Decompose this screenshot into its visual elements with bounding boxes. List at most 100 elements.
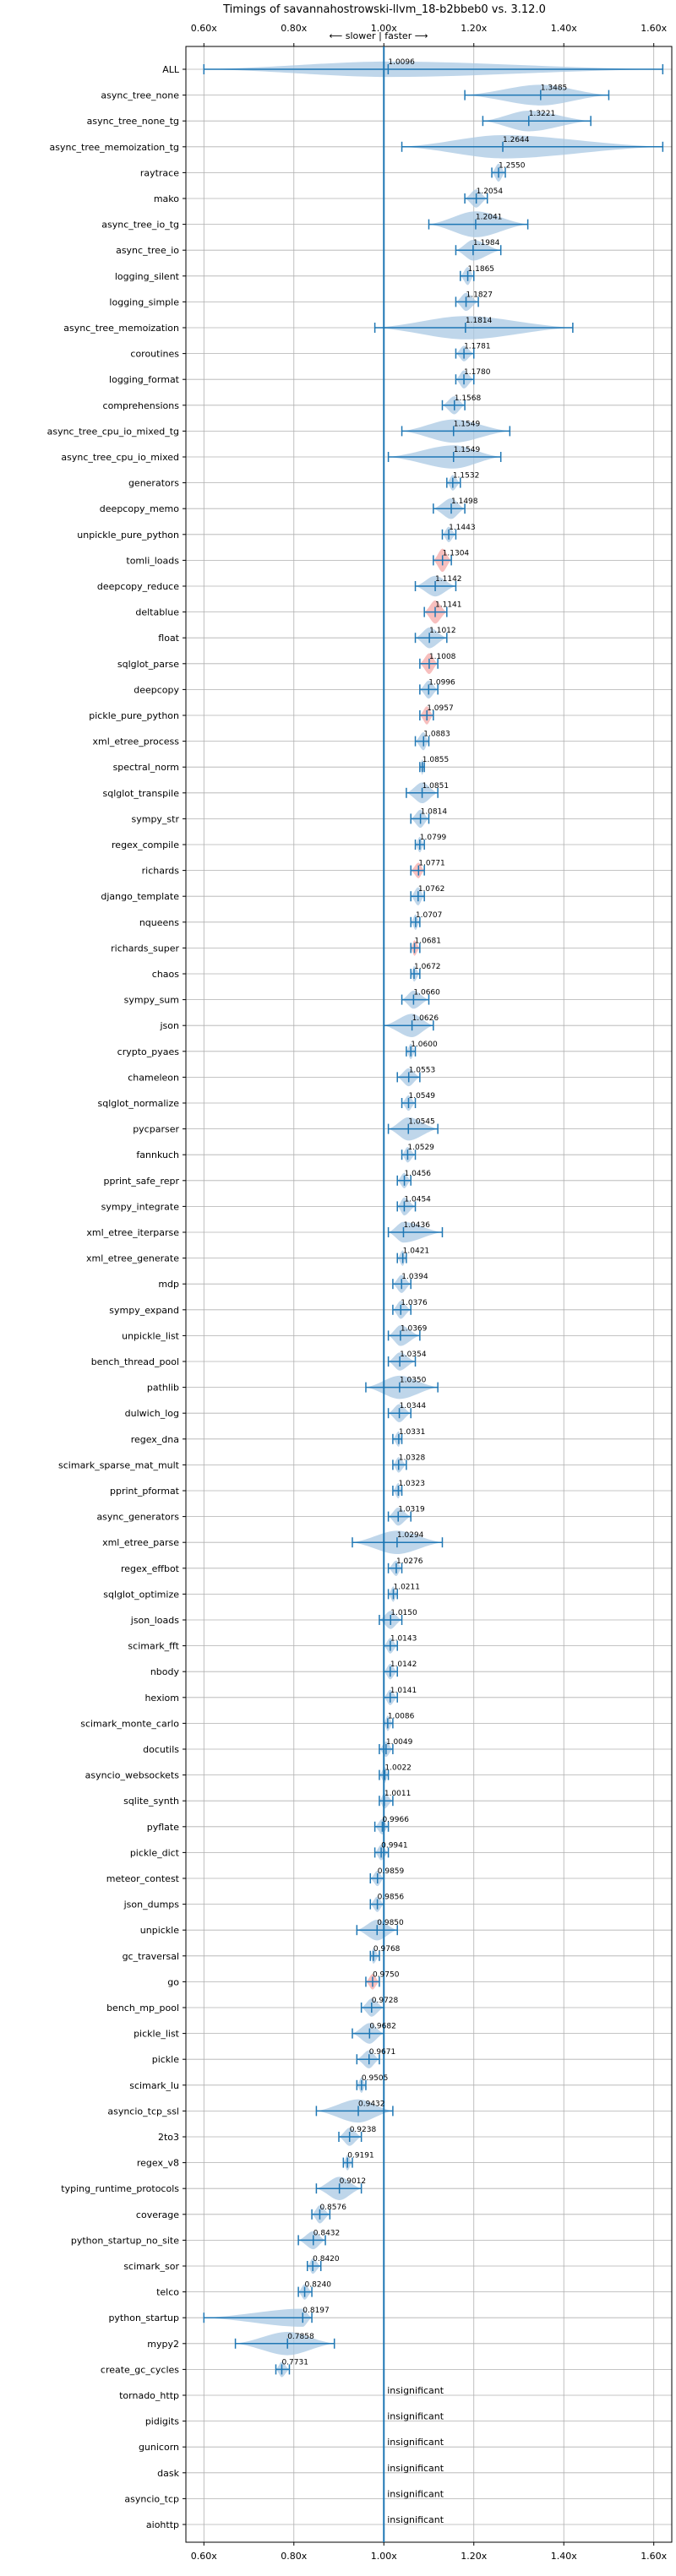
value-label: 1.0799 — [420, 834, 447, 842]
benchmark-label: logging_simple — [109, 296, 179, 307]
x-tick-label-top: 1.20x — [461, 23, 487, 34]
benchmark-label: scimark_sor — [123, 2261, 179, 2272]
value-label: 1.1781 — [464, 343, 491, 351]
x-tick-label-bottom: 1.60x — [641, 2551, 667, 2562]
benchmark-label: deepcopy — [134, 684, 179, 695]
value-label: 0.9671 — [369, 2048, 396, 2057]
value-label: 1.0011 — [384, 1790, 412, 1798]
benchmark-label: pickle_list — [134, 2029, 180, 2040]
value-label: 0.8197 — [303, 2307, 330, 2315]
value-label: 1.0762 — [418, 885, 445, 894]
benchmark-label: scimark_lu — [129, 2080, 179, 2091]
value-label: 1.0150 — [390, 1609, 417, 1617]
value-label: 0.9966 — [382, 1816, 409, 1824]
x-tick-label-top: 0.80x — [281, 23, 307, 34]
plot-frame — [185, 46, 673, 2543]
benchmark-label: pidigits — [145, 2416, 179, 2427]
value-label: 0.9859 — [378, 1867, 405, 1876]
benchmark-label: pyflate — [147, 1822, 179, 1833]
value-label: 1.0142 — [390, 1660, 417, 1669]
benchmark-label: regex_dna — [131, 1434, 179, 1445]
value-label: 1.0660 — [413, 989, 440, 997]
value-label: 1.0545 — [408, 1118, 435, 1127]
benchmark-label: sympy_sum — [124, 995, 179, 1006]
benchmark-label: json — [160, 1020, 180, 1031]
value-label: 1.1814 — [466, 317, 493, 325]
benchmark-label: regex_v8 — [137, 2158, 179, 2169]
value-label: 1.0851 — [422, 782, 450, 791]
benchmark-label: dulwich_log — [125, 1408, 179, 1419]
value-label: 1.0421 — [403, 1247, 430, 1256]
value-label: 1.0883 — [423, 731, 450, 739]
benchmark-label: float — [158, 633, 179, 644]
insignificant-label: insignificant — [387, 2488, 444, 2499]
value-label: 1.2550 — [499, 161, 526, 170]
benchmark-label: sqlite_synth — [123, 1796, 179, 1807]
value-label: 1.1549 — [454, 446, 481, 454]
benchmark-label: sympy_expand — [109, 1305, 179, 1316]
value-label: 1.0957 — [427, 704, 454, 713]
benchmark-label: json_loads — [130, 1615, 179, 1626]
benchmark-label: asyncio_tcp — [124, 2493, 179, 2504]
value-label: 0.9941 — [381, 1841, 408, 1850]
benchmark-label: bench_thread_pool — [91, 1356, 179, 1367]
value-label: 1.0454 — [404, 1195, 431, 1204]
benchmark-label: richards_super — [111, 943, 179, 954]
value-label: 1.0814 — [421, 807, 448, 816]
x-tick-label-top: 0.60x — [191, 23, 217, 34]
insignificant-label: insignificant — [387, 2385, 444, 2396]
value-label: 1.0354 — [400, 1350, 427, 1359]
value-label: 0.7731 — [281, 2358, 308, 2367]
benchmark-label: async_tree_io — [116, 245, 179, 256]
value-label: 1.1532 — [453, 472, 480, 481]
benchmark-label: telco — [156, 2287, 179, 2298]
value-label: 0.9238 — [350, 2126, 377, 2134]
value-label: 1.3485 — [541, 84, 568, 93]
benchmark-label: sympy_str — [131, 813, 179, 824]
benchmark-label: chaos — [152, 969, 179, 980]
benchmark-label: async_tree_cpu_io_mixed — [61, 452, 179, 463]
benchmark-label: raytrace — [140, 167, 179, 178]
benchmark-label: sympy_integrate — [101, 1201, 180, 1212]
x-tick-label-top: 1.40x — [551, 23, 577, 34]
value-label: 1.2644 — [503, 136, 530, 144]
benchmark-label: json_dumps — [123, 1899, 180, 1910]
benchmark-label: nqueens — [139, 917, 179, 928]
value-label: 1.0294 — [397, 1531, 424, 1540]
value-label: 1.1865 — [468, 265, 495, 274]
benchmark-label: regex_effbot — [121, 1563, 180, 1574]
value-label: 1.0276 — [396, 1557, 423, 1566]
benchmark-labels: ALL 1.0096 async_tree_none 1.3485 async_tree… — [47, 58, 568, 2530]
benchmark-label: django_template — [101, 891, 179, 902]
value-label: 1.0022 — [384, 1764, 412, 1773]
benchmark-label: generators — [128, 478, 179, 489]
benchmark-label: pickle_dict — [130, 1847, 180, 1858]
value-label: 0.9768 — [373, 1945, 401, 1954]
value-label: 1.0086 — [388, 1712, 415, 1720]
benchmark-label: mypy2 — [147, 2339, 179, 2350]
value-label: 1.1443 — [449, 524, 476, 532]
benchmark-label: aiohttp — [146, 2519, 179, 2530]
benchmark-label: chameleon — [128, 1072, 179, 1083]
benchmark-label: nbody — [150, 1666, 180, 1677]
benchmark-label: gunicorn — [139, 2442, 179, 2453]
benchmark-label: coroutines — [130, 349, 179, 360]
value-label: 0.7858 — [287, 2333, 314, 2341]
benchmark-label: mdp — [158, 1279, 179, 1290]
value-label: 1.0996 — [428, 678, 455, 687]
value-label: 0.9505 — [362, 2074, 389, 2083]
benchmark-label: mako — [154, 193, 179, 204]
value-label: 1.1142 — [435, 575, 462, 584]
insignificant-label: insignificant — [387, 2437, 444, 2448]
value-label: 1.0707 — [416, 911, 443, 920]
benchmark-label: async_tree_memoization — [63, 323, 179, 334]
benchmark-label: scimark_sparse_mat_mult — [58, 1459, 180, 1470]
value-label: 0.9191 — [347, 2152, 374, 2160]
value-label: 1.0681 — [415, 937, 442, 945]
benchmark-label: async_tree_cpu_io_mixed_tg — [47, 426, 179, 437]
value-label: 1.1780 — [464, 368, 491, 377]
benchmark-label: async_generators — [96, 1512, 179, 1523]
value-label: 1.0394 — [401, 1273, 428, 1281]
value-label: 0.9750 — [373, 1970, 400, 1979]
benchmark-label: sqlglot_optimize — [103, 1589, 179, 1600]
